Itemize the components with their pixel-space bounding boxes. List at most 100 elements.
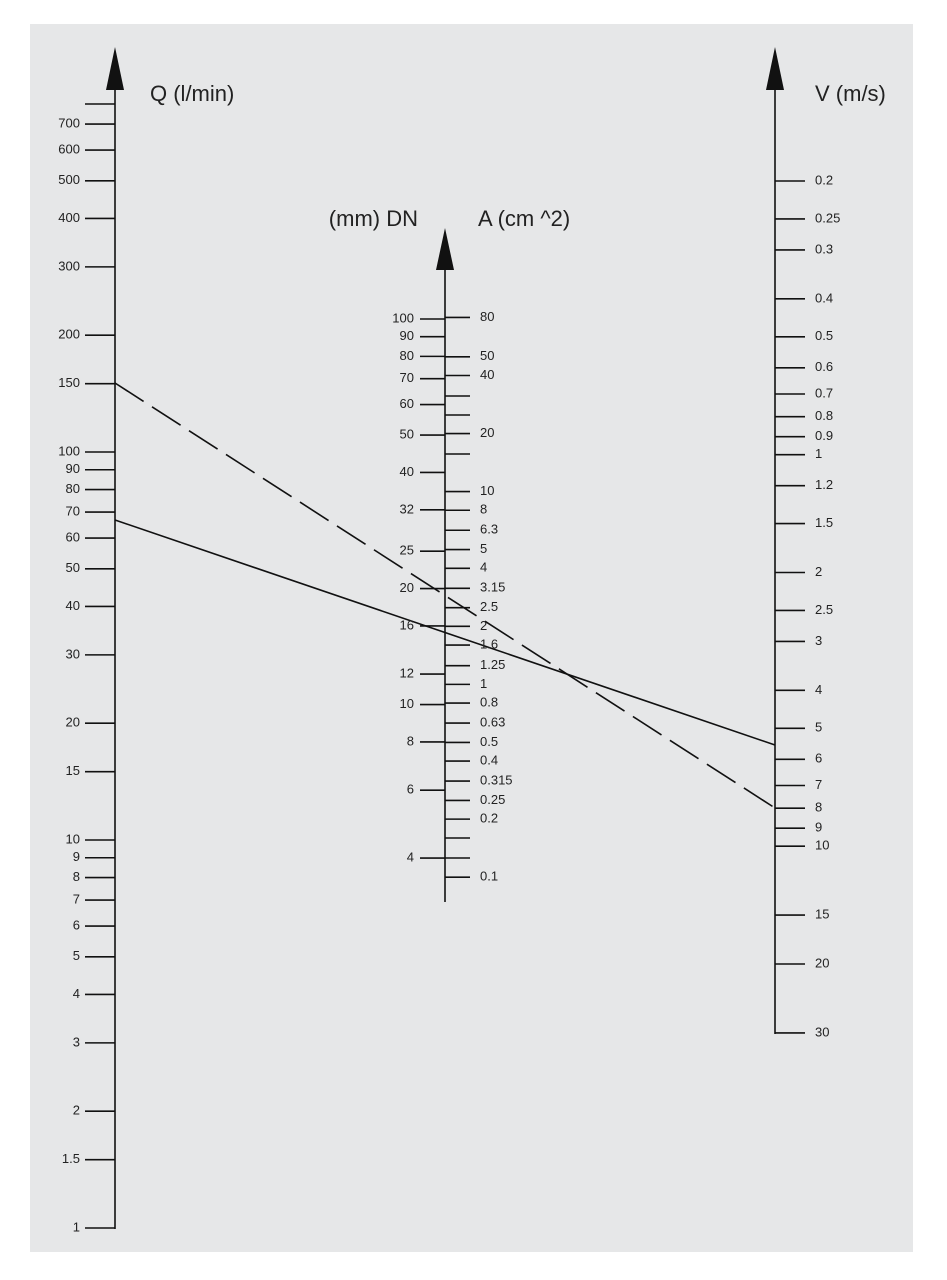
- tick-label: 20: [400, 580, 414, 595]
- tick-label: 4: [815, 682, 822, 697]
- tick-label: 15: [815, 907, 829, 922]
- dn-axis-label: (mm) DN: [329, 206, 418, 231]
- tick-label: 15: [66, 763, 80, 778]
- tick-label: 3: [73, 1034, 80, 1049]
- tick-label: 40: [400, 464, 414, 479]
- tick-label: 10: [400, 696, 414, 711]
- tick-label: 8: [407, 733, 414, 748]
- panel: [30, 24, 913, 1252]
- tick-label: 300: [58, 258, 80, 273]
- tick-label: 1.2: [815, 477, 833, 492]
- tick-label: 20: [815, 955, 829, 970]
- tick-label: 60: [400, 396, 414, 411]
- tick-label: 90: [400, 328, 414, 343]
- tick-label: 2.5: [815, 602, 833, 617]
- tick-label: 5: [815, 720, 822, 735]
- tick-label: 100: [58, 443, 80, 458]
- tick-label: 80: [400, 348, 414, 363]
- tick-label: 0.8: [815, 408, 833, 423]
- tick-label: 0.1: [480, 869, 498, 884]
- tick-label: 1.6: [480, 636, 498, 651]
- tick-label: 6: [407, 782, 414, 797]
- tick-label: 7: [815, 777, 822, 792]
- tick-label: 9: [815, 820, 822, 835]
- tick-label: 25: [400, 543, 414, 558]
- tick-label: 0.25: [815, 210, 840, 225]
- a-axis-label: A (cm ^2): [478, 206, 570, 231]
- tick-label: 20: [66, 715, 80, 730]
- tick-label: 2: [815, 564, 822, 579]
- tick-label: 0.9: [815, 428, 833, 443]
- tick-label: 20: [480, 425, 494, 440]
- tick-label: 2.5: [480, 599, 498, 614]
- tick-label: 60: [66, 530, 80, 545]
- tick-label: 500: [58, 172, 80, 187]
- tick-label: 16: [400, 617, 414, 632]
- tick-label: 100: [392, 310, 414, 325]
- tick-label: 8: [815, 800, 822, 815]
- tick-label: 90: [66, 461, 80, 476]
- tick-label: 0.3: [815, 241, 833, 256]
- tick-label: 80: [480, 309, 494, 324]
- tick-label: 0.4: [480, 753, 498, 768]
- tick-label: 1.5: [815, 515, 833, 530]
- tick-label: 0.5: [815, 328, 833, 343]
- tick-label: 0.8: [480, 694, 498, 709]
- tick-label: 1: [73, 1219, 80, 1234]
- tick-label: 70: [66, 504, 80, 519]
- tick-label: 4: [407, 849, 414, 864]
- tick-label: 70: [400, 370, 414, 385]
- tick-label: 0.5: [480, 734, 498, 749]
- v-arrow: [766, 47, 784, 90]
- tick-label: 0.63: [480, 714, 505, 729]
- tick-label: 10: [480, 483, 494, 498]
- tick-label: 2: [73, 1103, 80, 1118]
- tick-label: 12: [400, 666, 414, 681]
- tick-label: 80: [66, 481, 80, 496]
- tick-label: 50: [400, 427, 414, 442]
- solid-example-line: [114, 519, 776, 746]
- tick-label: 1: [815, 446, 822, 461]
- tick-label: 0.7: [815, 385, 833, 400]
- tick-label: 0.25: [480, 792, 505, 807]
- tick-label: 10: [815, 838, 829, 853]
- tick-label: 1: [480, 676, 487, 691]
- tick-label: 600: [58, 142, 80, 157]
- tick-label: 50: [480, 348, 494, 363]
- tick-label: 30: [66, 646, 80, 661]
- tick-label: 400: [58, 210, 80, 225]
- tick-label: 0.4: [815, 290, 833, 305]
- tick-label: 1.5: [62, 1151, 80, 1166]
- tick-label: 40: [66, 598, 80, 613]
- tick-label: 0.6: [815, 359, 833, 374]
- tick-label: 30: [815, 1024, 829, 1039]
- tick-label: 4: [73, 986, 80, 1001]
- v-axis-label: V (m/s): [815, 81, 886, 106]
- tick-label: 8: [480, 502, 487, 517]
- tick-label: 7: [73, 892, 80, 907]
- tick-label: 150: [58, 375, 80, 390]
- tick-label: 6.3: [480, 522, 498, 537]
- middle-arrow: [436, 228, 454, 270]
- tick-label: 4: [480, 560, 487, 575]
- tick-label: 50: [66, 560, 80, 575]
- tick-label: 32: [400, 501, 414, 516]
- tick-label: 5: [480, 541, 487, 556]
- tick-label: 3: [815, 633, 822, 648]
- tick-label: 2: [480, 618, 487, 633]
- tick-label: 1.25: [480, 657, 505, 672]
- tick-label: 5: [73, 948, 80, 963]
- q-arrow: [106, 47, 124, 90]
- tick-label: 6: [815, 751, 822, 766]
- tick-label: 9: [73, 849, 80, 864]
- tick-label: 700: [58, 116, 80, 131]
- tick-label: 40: [480, 367, 494, 382]
- tick-label: 0.2: [480, 811, 498, 826]
- tick-label: 10: [66, 831, 80, 846]
- tick-label: 200: [58, 327, 80, 342]
- q-axis-label: Q (l/min): [150, 81, 234, 106]
- tick-label: 0.315: [480, 773, 513, 788]
- tick-label: 0.2: [815, 172, 833, 187]
- tick-label: 3.15: [480, 580, 505, 595]
